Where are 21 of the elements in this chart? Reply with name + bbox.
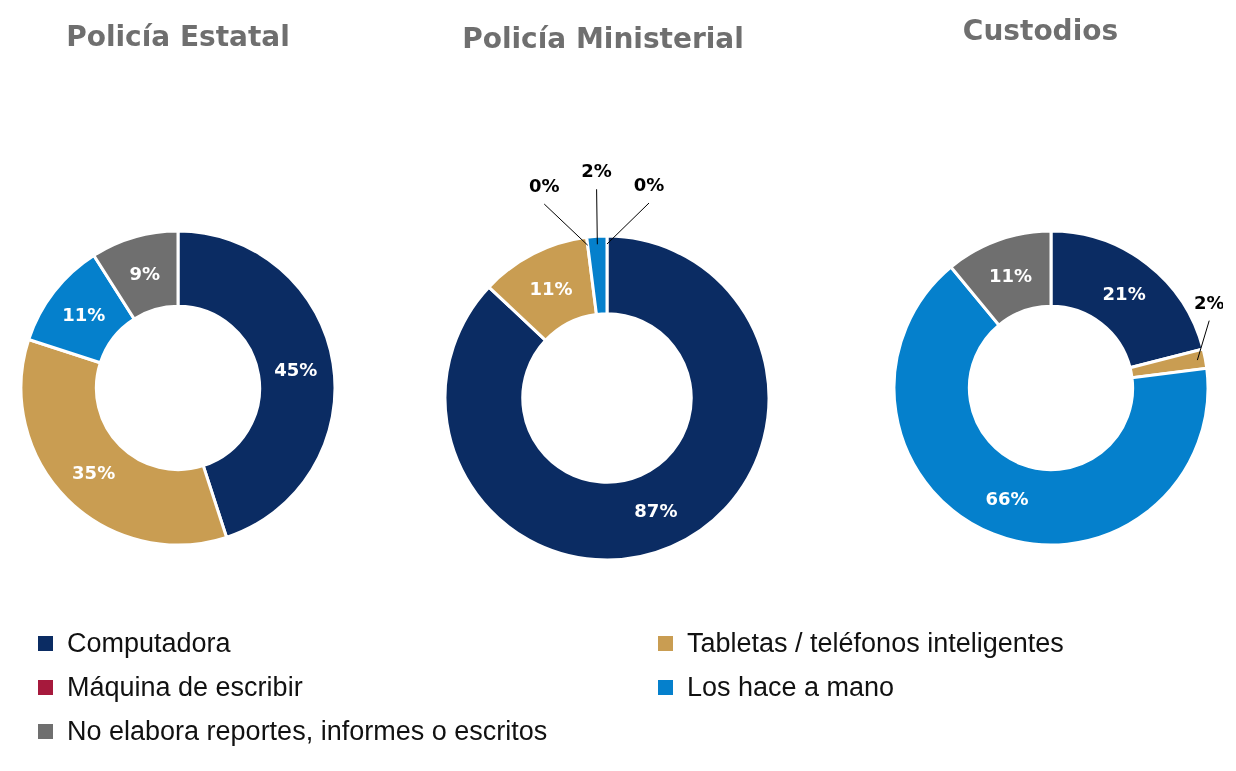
data-label: 2% bbox=[1193, 291, 1225, 313]
slice-label: Custodios bbox=[961, 14, 1120, 47]
legend-label: Máquina de escribir bbox=[67, 671, 303, 704]
data-label: 11% bbox=[529, 277, 573, 299]
data-label: 45% bbox=[274, 358, 318, 380]
legend-label: Computadora bbox=[67, 627, 231, 660]
data-label: 2% bbox=[581, 160, 612, 182]
data-label: 35% bbox=[72, 461, 116, 483]
data-label: 21% bbox=[1102, 283, 1146, 305]
data-label: 9% bbox=[129, 262, 160, 284]
text: 0% bbox=[528, 175, 560, 197]
data-label: 87% bbox=[634, 500, 678, 522]
slice-label: Policía Ministerial bbox=[461, 22, 745, 55]
text: 0% bbox=[633, 174, 665, 195]
data-label: 11% bbox=[989, 265, 1033, 287]
data-label: 11% bbox=[62, 304, 106, 326]
legend-label: Tabletas / teléfonos inteligentes bbox=[687, 627, 1064, 660]
legend-label: Los hace a mano bbox=[687, 671, 895, 704]
legend-label: No elabora reportes, informes o escritos bbox=[67, 715, 548, 748]
data-label: 66% bbox=[985, 488, 1029, 510]
slice-label: Policía Estatal bbox=[65, 20, 291, 53]
